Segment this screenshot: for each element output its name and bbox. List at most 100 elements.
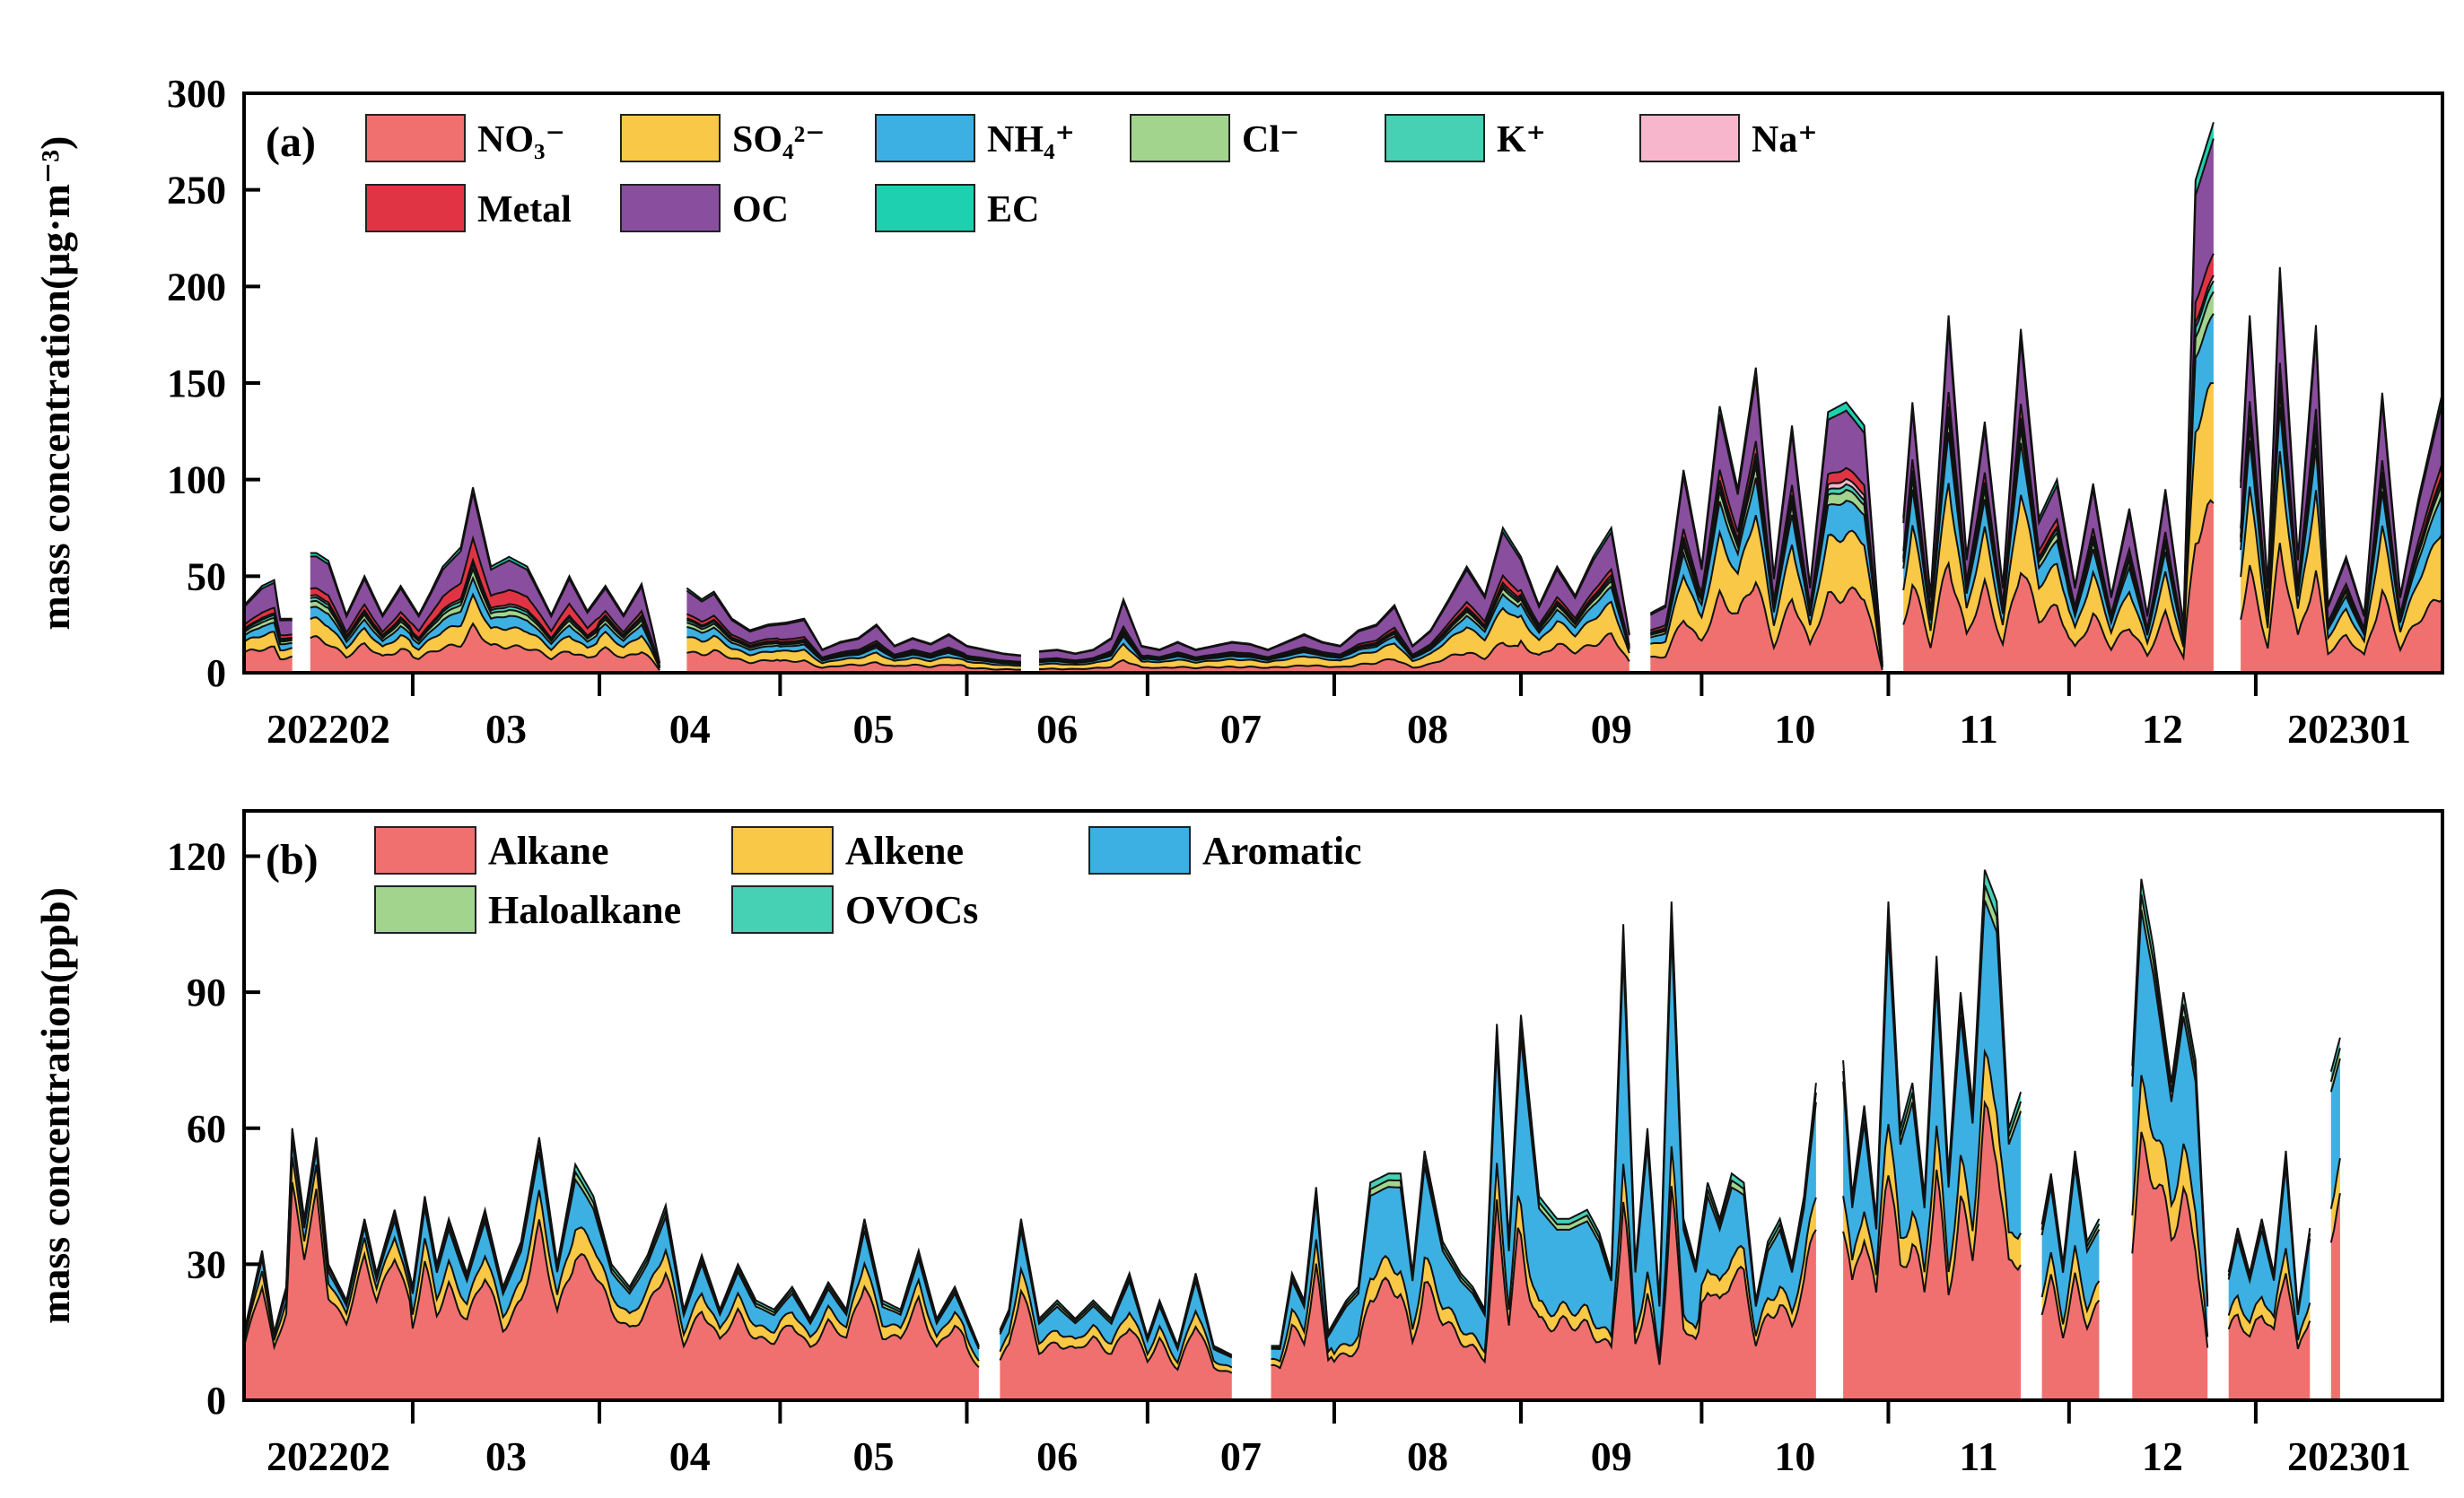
series-area-segment bbox=[1903, 500, 2214, 673]
series-line-2 bbox=[2131, 1075, 2209, 1337]
series-line-2 bbox=[243, 1156, 980, 1362]
y-tick-label: 0 bbox=[206, 651, 226, 695]
legend-swatch bbox=[620, 114, 721, 162]
series-line-6 bbox=[1038, 573, 1630, 663]
series-line-5 bbox=[310, 561, 661, 667]
series-line-4 bbox=[2131, 893, 2209, 1304]
panel-b: 0 30 60 90 120 202202 03 04 05 06 07 08 09 10 11 12 2023… bbox=[32, 809, 2444, 1479]
legend-swatch bbox=[731, 826, 834, 875]
legend-item: NH₄⁺ bbox=[875, 114, 1075, 162]
x-tick-label: 04 bbox=[669, 706, 711, 752]
x-tick-label: 03 bbox=[485, 1433, 527, 1479]
series-area-segment bbox=[1903, 383, 2214, 658]
series-area-segment bbox=[1039, 601, 1630, 670]
y-tick-label: 30 bbox=[187, 1242, 226, 1286]
x-tick-label: 202202 bbox=[266, 1433, 390, 1479]
series-line-2 bbox=[2040, 1245, 2101, 1325]
legend-label: NO₃⁻ bbox=[477, 119, 565, 161]
series-line-1 bbox=[243, 645, 293, 661]
x-tick-label: 09 bbox=[1591, 1433, 1632, 1479]
boundary-lines bbox=[243, 122, 2443, 671]
legend-swatch bbox=[374, 885, 476, 934]
series-line-5 bbox=[1842, 869, 2023, 1219]
series-area-segment bbox=[310, 623, 660, 673]
series-line-2 bbox=[1650, 515, 1883, 668]
series-line-7 bbox=[2240, 362, 2443, 630]
legend-item: K⁺ bbox=[1385, 114, 1546, 162]
boundary-lines bbox=[243, 869, 2341, 1374]
legend-label: Cl⁻ bbox=[1242, 119, 1299, 161]
series-line-2 bbox=[1271, 1145, 1817, 1363]
legend-label: Na⁺ bbox=[1752, 119, 1818, 161]
series-line-5 bbox=[243, 614, 293, 641]
legend-swatch bbox=[731, 885, 834, 934]
y-axis-label: mass concentration(μg·m⁻³) bbox=[32, 136, 78, 631]
series-line-9 bbox=[1902, 122, 2215, 625]
legend-label: K⁺ bbox=[1497, 119, 1546, 161]
series-line-2 bbox=[310, 592, 661, 669]
legend-swatch bbox=[365, 184, 466, 232]
x-tick-label: 12 bbox=[2142, 1433, 2183, 1479]
series-area-segment bbox=[2041, 1245, 2100, 1338]
legend-label: EC bbox=[987, 189, 1039, 231]
series-line-1 bbox=[2329, 1193, 2341, 1243]
series-line-1 bbox=[1902, 499, 2215, 661]
legend-label: Aromatic bbox=[1202, 829, 1362, 873]
legend-swatch bbox=[1088, 826, 1191, 875]
y-tick-label: 150 bbox=[167, 361, 226, 405]
y-tick-label: 60 bbox=[187, 1107, 226, 1151]
series-line-7 bbox=[1649, 440, 1883, 666]
y-tick-label: 120 bbox=[167, 835, 226, 879]
x-tick-label: 04 bbox=[669, 1433, 711, 1479]
series-line-5 bbox=[2040, 1150, 2101, 1265]
series-line-9 bbox=[243, 579, 293, 620]
series-area-segment bbox=[2132, 1075, 2208, 1348]
legend-item: Alkene bbox=[731, 826, 964, 875]
legend-item: Cl⁻ bbox=[1130, 114, 1299, 162]
series-line-6 bbox=[686, 617, 1021, 664]
series-area-segment bbox=[686, 649, 1021, 673]
series-area-1 bbox=[244, 1102, 2340, 1400]
series-line-1 bbox=[1842, 1099, 2022, 1296]
series-area-segment bbox=[1271, 1186, 1816, 1400]
legend-swatch bbox=[875, 184, 975, 232]
legend-swatch bbox=[1385, 114, 1485, 162]
series-line-6 bbox=[1902, 274, 2215, 639]
series-area-segment bbox=[244, 646, 293, 673]
series-line-1 bbox=[1271, 1186, 1817, 1370]
series-line-1 bbox=[2040, 1272, 2101, 1339]
series-line-9 bbox=[686, 587, 1021, 657]
series-area-segment bbox=[2132, 1131, 2208, 1400]
series-line-3 bbox=[2329, 1058, 2341, 1093]
y-tick-label: 200 bbox=[167, 265, 226, 309]
x-tick-label: 08 bbox=[1407, 1433, 1448, 1479]
series-line-1 bbox=[1650, 579, 1883, 671]
series-area-segment bbox=[686, 635, 1021, 670]
series-line-2 bbox=[1902, 382, 2214, 648]
legend-label: OC bbox=[732, 189, 789, 231]
series-line-1 bbox=[310, 622, 660, 671]
x-tick-label: 05 bbox=[852, 1433, 894, 1479]
series-line-1 bbox=[2227, 1273, 2311, 1350]
series-line-7 bbox=[686, 613, 1021, 663]
series-line-7 bbox=[1902, 253, 2215, 637]
y-tick-label: 0 bbox=[206, 1379, 226, 1423]
series-area-segment bbox=[244, 631, 293, 660]
legend: Alkane Alkene Aromatic Haloalkane OVOCs bbox=[374, 826, 1362, 934]
y-tick-label: 300 bbox=[167, 72, 226, 116]
series-line-7 bbox=[310, 535, 661, 666]
series-line-3 bbox=[686, 625, 1021, 666]
series-area-segment bbox=[2241, 543, 2442, 673]
x-tick-label: 08 bbox=[1407, 706, 1448, 752]
x-tick-label: 202301 bbox=[2287, 706, 2411, 752]
legend-label: NH₄⁺ bbox=[987, 119, 1075, 161]
series-area-segment bbox=[1000, 1269, 1232, 1373]
series-line-6 bbox=[310, 557, 661, 667]
legend-item: Metal bbox=[365, 184, 572, 232]
plot-frame bbox=[242, 809, 2444, 1402]
legend-swatch bbox=[620, 184, 721, 232]
series-line-6 bbox=[243, 612, 293, 640]
legend-item: EC bbox=[875, 184, 1039, 232]
series-area-1 bbox=[244, 500, 2442, 673]
